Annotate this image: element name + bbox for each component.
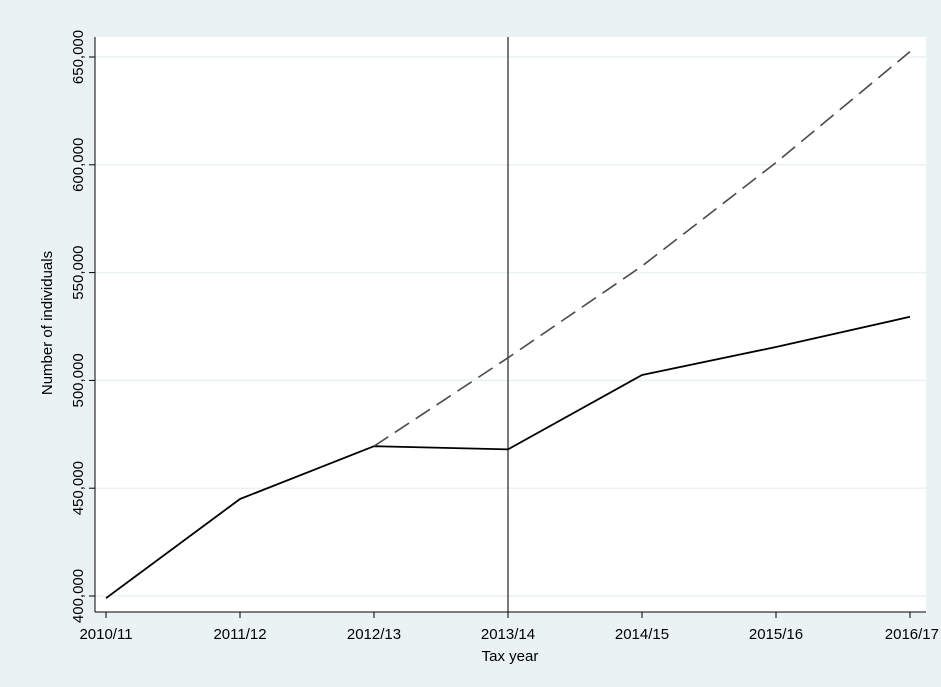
gridlines [95, 56, 926, 597]
x-tick-label: 2013/14 [481, 626, 535, 643]
y-tick-label: 450,000 [70, 461, 87, 515]
x-tick-label: 2015/16 [749, 626, 803, 643]
x-axis-label: Tax year [482, 648, 539, 665]
x-tick-label: 2012/13 [347, 626, 401, 643]
y-tick-label: 550,000 [70, 245, 87, 299]
y-axis-ticks: 400,000 450,000 500,000 550,000 600,000 650,0… [70, 30, 95, 623]
x-tick-label: 2011/12 [213, 626, 266, 643]
x-tick-label: 2010/11 [79, 626, 132, 643]
axes [94, 37, 926, 613]
y-tick-label: 600,000 [70, 138, 87, 192]
series-layer [105, 50, 911, 599]
y-tick-label: 400,000 [70, 569, 87, 623]
y-axis-label: Number of individuals [39, 251, 56, 395]
plot-area [95, 37, 926, 612]
x-tick-label: 2014/15 [615, 626, 669, 643]
y-tick-label: 650,000 [70, 30, 87, 84]
x-axis-ticks: 2010/11 2011/12 2012/13 2013/14 2014/15 2015/… [79, 612, 939, 643]
series-line-solid [105, 315, 911, 599]
x-tick-label: 2016/17 [885, 626, 939, 643]
y-tick-label: 500,000 [70, 353, 87, 407]
series-line-dashed [373, 50, 911, 447]
